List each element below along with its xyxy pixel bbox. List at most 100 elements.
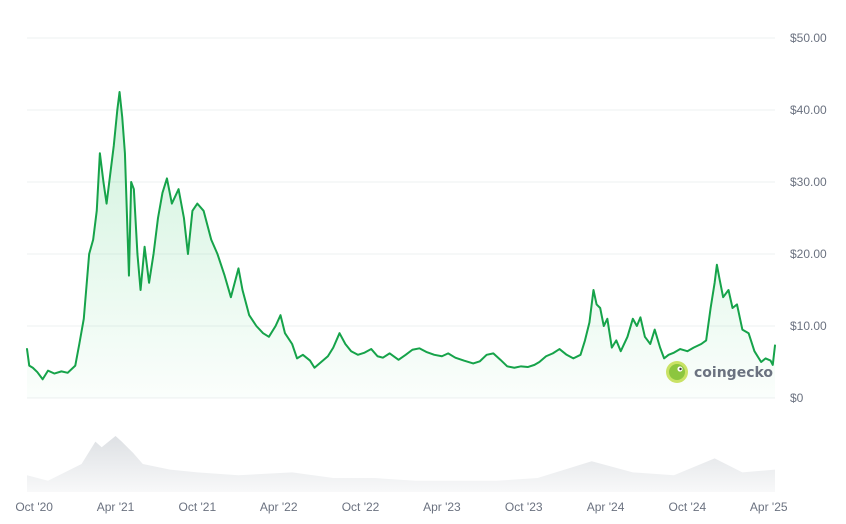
price-point	[620, 350, 622, 352]
price-point	[389, 353, 391, 355]
volume-fill	[27, 436, 775, 492]
price-point	[441, 355, 443, 357]
price-point	[133, 188, 135, 190]
y-tick-label: $20.00	[790, 247, 827, 261]
price-point	[268, 336, 270, 338]
price-point	[596, 304, 598, 306]
price-point	[309, 360, 311, 362]
x-tick-label: Apr '25	[750, 500, 788, 514]
price-point	[500, 359, 502, 361]
price-point	[171, 203, 173, 205]
price-point	[291, 343, 293, 345]
price-point	[412, 349, 414, 351]
price-point	[603, 325, 605, 327]
price-point	[36, 371, 38, 373]
price-point	[559, 348, 561, 350]
price-point	[584, 340, 586, 342]
price-point	[224, 275, 226, 277]
price-point	[774, 345, 776, 347]
price-point	[693, 347, 695, 349]
price-point	[203, 210, 205, 212]
x-tick-label: Oct '22	[342, 500, 380, 514]
price-point	[275, 325, 277, 327]
x-tick-label: Oct '21	[179, 500, 217, 514]
price-point	[119, 91, 121, 93]
price-point	[124, 152, 126, 154]
price-point	[99, 152, 101, 154]
price-point	[679, 348, 681, 350]
x-tick-label: Apr '22	[260, 500, 298, 514]
price-point	[137, 253, 139, 255]
price-point	[32, 367, 34, 369]
price-point	[302, 354, 304, 356]
price-point	[178, 188, 180, 190]
price-point	[714, 282, 716, 284]
coingecko-wordmark: coingecko	[694, 365, 773, 381]
price-point	[479, 360, 481, 362]
price-point	[589, 322, 591, 324]
price-point	[109, 174, 111, 176]
price-series-line	[26, 91, 776, 381]
price-point	[632, 318, 634, 320]
price-point	[320, 361, 322, 363]
price-point	[332, 347, 334, 349]
price-point	[447, 353, 449, 355]
price-point	[405, 354, 407, 356]
price-area-fill	[27, 92, 775, 398]
price-point	[256, 325, 258, 327]
price-point	[230, 296, 232, 298]
coingecko-logo-icon	[666, 361, 688, 383]
price-point	[754, 350, 756, 352]
price-point	[539, 361, 541, 363]
price-line	[26, 91, 776, 381]
price-point	[573, 358, 575, 360]
price-point	[636, 325, 638, 327]
y-tick-label: $50.00	[790, 31, 827, 45]
price-point	[748, 332, 750, 334]
price-point	[28, 365, 30, 367]
x-tick-label: Apr '24	[587, 500, 625, 514]
price-point	[339, 332, 341, 334]
price-point	[370, 348, 372, 350]
price-point	[627, 336, 629, 338]
price-point	[659, 347, 661, 349]
price-point	[722, 296, 724, 298]
price-point	[117, 109, 119, 111]
price-point	[140, 289, 142, 291]
price-point	[732, 307, 734, 309]
price-point	[183, 217, 185, 219]
price-point	[700, 343, 702, 345]
price-point	[716, 264, 718, 266]
price-point	[47, 370, 49, 372]
price-point	[162, 192, 164, 194]
price-point	[615, 340, 617, 342]
price-point	[649, 343, 651, 345]
price-point	[357, 354, 359, 356]
price-point	[770, 360, 772, 362]
price-point	[284, 332, 286, 334]
price-point	[736, 304, 738, 306]
price-point	[197, 203, 199, 205]
price-point	[663, 358, 665, 360]
price-point	[455, 357, 457, 359]
price-point	[61, 371, 63, 373]
price-point	[121, 116, 123, 118]
price-point	[463, 360, 465, 362]
price-point	[640, 317, 642, 319]
price-point	[514, 367, 516, 369]
y-tick-label: $10.00	[790, 319, 827, 333]
price-point	[157, 217, 159, 219]
price-point	[382, 357, 384, 359]
price-point	[314, 367, 316, 369]
price-point	[88, 253, 90, 255]
price-point	[472, 363, 474, 365]
price-point	[534, 364, 536, 366]
price-point	[79, 343, 81, 345]
y-tick-label: $0	[790, 391, 804, 405]
price-point	[486, 354, 488, 356]
price-point	[398, 359, 400, 361]
x-tick-label: Apr '23	[423, 500, 461, 514]
price-point	[710, 307, 712, 309]
